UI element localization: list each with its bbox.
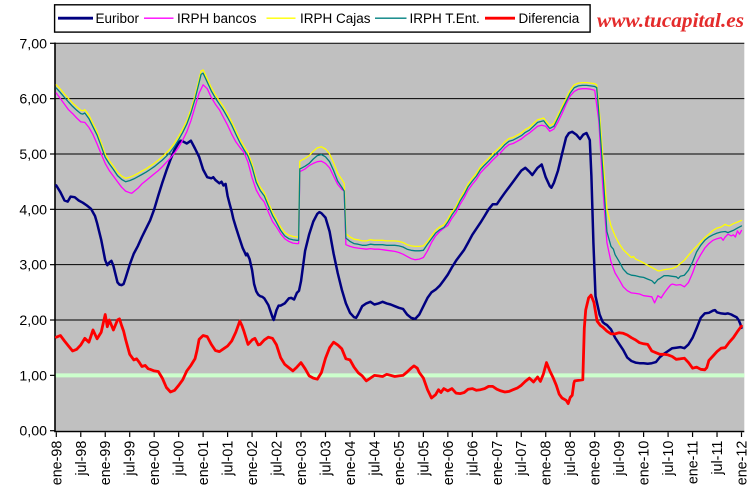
svg-text:jul-02: jul-02 (270, 441, 286, 477)
svg-text:ene-07: ene-07 (490, 441, 506, 486)
svg-text:ene-98: ene-98 (49, 441, 65, 486)
svg-text:ene-04: ene-04 (343, 441, 359, 486)
svg-text:6,00: 6,00 (19, 92, 47, 108)
svg-text:jul-11: jul-11 (710, 441, 726, 476)
svg-text:jul-00: jul-00 (172, 441, 188, 477)
svg-text:5,00: 5,00 (19, 147, 47, 163)
svg-text:ene-02: ene-02 (245, 441, 261, 486)
svg-text:jul-06: jul-06 (465, 441, 481, 477)
svg-text:ene-11: ene-11 (686, 441, 702, 485)
svg-text:ene-09: ene-09 (588, 441, 604, 486)
svg-text:jul-03: jul-03 (318, 441, 334, 477)
svg-text:jul-05: jul-05 (416, 441, 432, 477)
svg-text:IRPH T.Ent.: IRPH T.Ent. (410, 11, 480, 26)
svg-text:3,00: 3,00 (19, 258, 47, 274)
svg-text:jul-09: jul-09 (612, 441, 628, 477)
svg-text:ene-10: ene-10 (637, 441, 653, 486)
svg-text:ene-08: ene-08 (539, 441, 555, 486)
svg-text:ene-03: ene-03 (294, 441, 310, 486)
svg-text:ene-00: ene-00 (147, 441, 163, 486)
svg-text:jul-01: jul-01 (221, 441, 237, 477)
svg-text:Euribor: Euribor (96, 11, 140, 26)
svg-text:jul-08: jul-08 (563, 441, 579, 477)
svg-text:7,00: 7,00 (19, 36, 47, 52)
svg-text:1,00: 1,00 (19, 368, 47, 384)
svg-text:www.tucapital.es: www.tucapital.es (597, 10, 744, 32)
svg-text:IRPH Cajas: IRPH Cajas (300, 11, 371, 26)
svg-text:IRPH bancos: IRPH bancos (177, 11, 257, 26)
svg-text:ene-01: ene-01 (196, 441, 212, 486)
svg-text:jul-98: jul-98 (74, 441, 90, 477)
svg-text:jul-99: jul-99 (123, 441, 139, 477)
svg-text:ene-99: ene-99 (98, 441, 114, 486)
svg-text:4,00: 4,00 (19, 202, 47, 218)
svg-text:jul-07: jul-07 (514, 441, 530, 477)
svg-text:ene-06: ene-06 (441, 441, 457, 486)
svg-text:0,00: 0,00 (19, 424, 47, 440)
svg-text:2,00: 2,00 (19, 313, 47, 329)
svg-text:ene-12: ene-12 (735, 441, 751, 486)
svg-text:ene-05: ene-05 (392, 441, 408, 486)
svg-text:jul-04: jul-04 (367, 441, 383, 477)
svg-text:Diferencia: Diferencia (519, 11, 580, 26)
svg-text:jul-10: jul-10 (661, 441, 677, 477)
